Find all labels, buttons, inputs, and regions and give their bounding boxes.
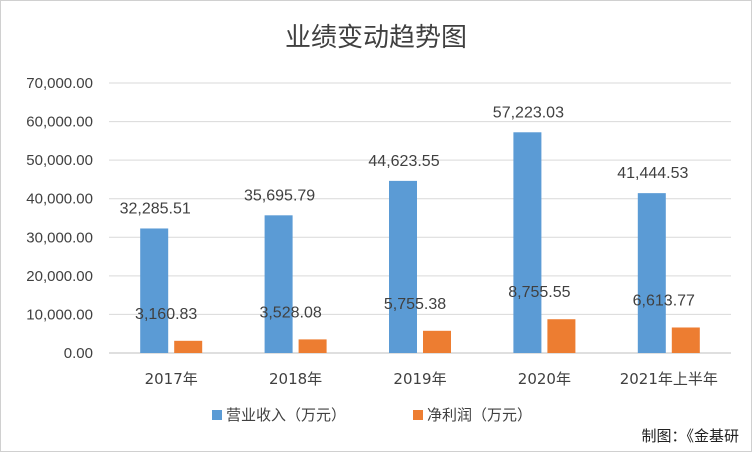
y-tick-label: 20,000.00 bbox=[26, 268, 93, 285]
y-tick-label: 70,000.00 bbox=[26, 75, 93, 92]
legend-swatch-profit bbox=[413, 410, 423, 420]
x-category-label: 2020年 bbox=[518, 370, 571, 388]
legend-swatch-revenue bbox=[212, 410, 222, 420]
x-category-label: 2018年 bbox=[269, 370, 322, 388]
revenue-bar bbox=[637, 193, 666, 353]
y-axis-ticks: 0.00 10,000.00 20,000.00 30,000.00 40,000.00… bbox=[26, 75, 93, 362]
y-tick-label: 30,000.00 bbox=[26, 229, 93, 246]
profit-data-label: 8,755.55 bbox=[508, 284, 570, 301]
revenue-bar bbox=[264, 215, 293, 353]
credit-text: 制图：《金基研 bbox=[641, 427, 739, 445]
y-tick-label: 40,000.00 bbox=[26, 191, 93, 208]
revenue-data-label: 32,285.51 bbox=[120, 200, 191, 217]
revenue-bar bbox=[140, 228, 169, 353]
y-tick-label: 0.00 bbox=[64, 345, 93, 362]
revenue-data-label: 41,444.53 bbox=[617, 165, 688, 182]
data-labels: 32,285.51 3,160.83 35,695.79 3,528.08 44,623… bbox=[120, 104, 695, 323]
revenue-data-label: 35,695.79 bbox=[244, 187, 315, 204]
profit-bar bbox=[671, 327, 700, 353]
profit-bar bbox=[174, 340, 203, 353]
chart-title: 业绩变动趋势图 bbox=[285, 23, 467, 53]
x-category-label: 2021年上半年 bbox=[620, 370, 718, 388]
x-category-label: 2019年 bbox=[393, 370, 446, 388]
gridlines bbox=[109, 82, 731, 354]
profit-data-label: 5,755.38 bbox=[384, 296, 446, 313]
y-tick-label: 60,000.00 bbox=[26, 114, 93, 131]
y-tick-label: 50,000.00 bbox=[26, 152, 93, 169]
profit-bar bbox=[547, 319, 576, 353]
profit-data-label: 3,528.08 bbox=[259, 304, 321, 321]
y-tick-label: 10,000.00 bbox=[26, 306, 93, 323]
revenue-bar bbox=[389, 180, 417, 353]
x-axis-categories: 2017年 2018年 2019年 2020年 2021年上半年 bbox=[145, 370, 718, 388]
profit-data-label: 3,160.83 bbox=[135, 306, 197, 323]
legend-label-revenue: 营业收入（万元） bbox=[226, 406, 346, 424]
bars bbox=[140, 132, 700, 353]
revenue-data-label: 44,623.55 bbox=[368, 153, 439, 170]
legend-label-profit: 净利润（万元） bbox=[427, 406, 532, 424]
profit-bar bbox=[298, 339, 327, 353]
profit-data-label: 6,613.77 bbox=[633, 292, 695, 309]
x-category-label: 2017年 bbox=[145, 370, 198, 388]
profit-bar bbox=[423, 330, 451, 353]
revenue-bar bbox=[513, 132, 542, 353]
revenue-data-label: 57,223.03 bbox=[493, 104, 564, 121]
legend: 营业收入（万元） 净利润（万元） bbox=[212, 406, 532, 424]
